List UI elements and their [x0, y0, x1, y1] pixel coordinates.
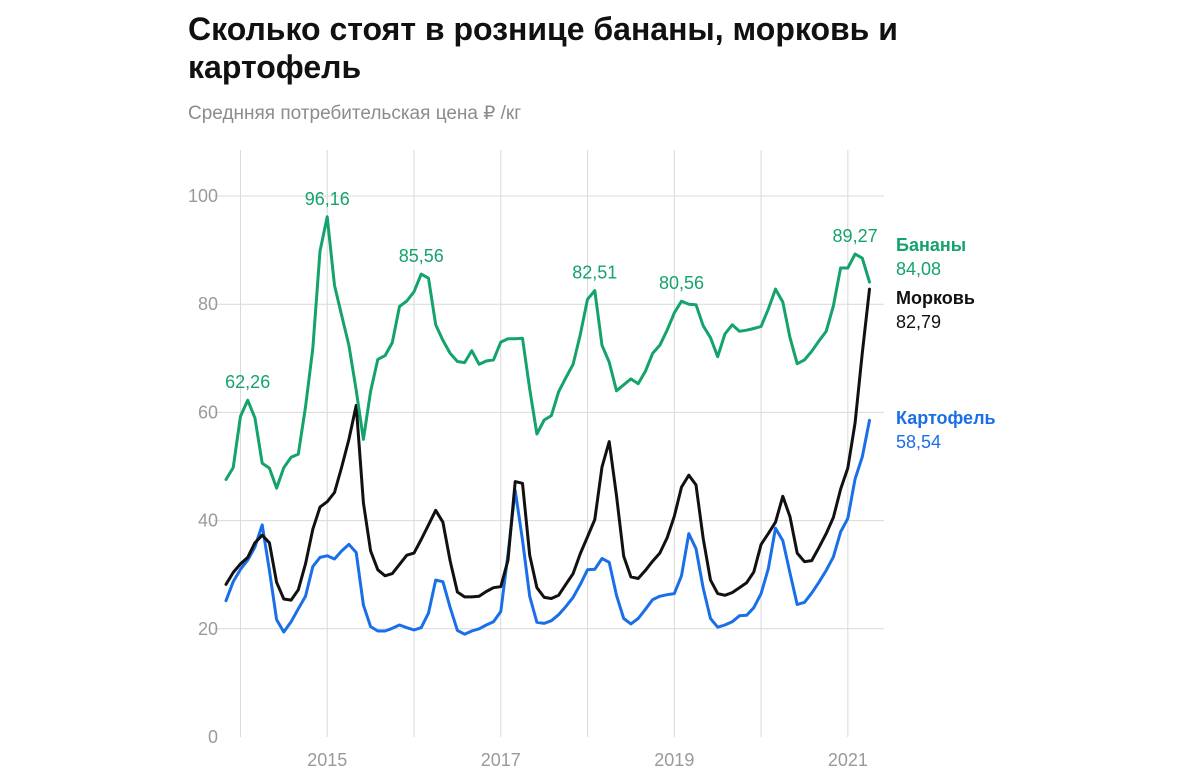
chart-title: Сколько стоят в рознице бананы, морковь …	[188, 11, 898, 85]
peak-annotations: 62,26 96,16 85,56 82,51 80,56 89,27	[225, 189, 877, 392]
bananas-peak-label: 80,56	[659, 273, 704, 293]
x-axis-ticks: 2015 2017 2019 2021	[307, 750, 868, 770]
y-tick-label: 80	[198, 294, 218, 314]
potatoes-last-value: 58,54	[896, 432, 941, 452]
bananas-peak-label: 85,56	[399, 246, 444, 266]
x-tick-label: 2017	[481, 750, 521, 770]
potatoes-line	[224, 418, 871, 636]
bananas-peak-label: 89,27	[833, 226, 878, 246]
series-lines	[224, 215, 871, 636]
y-axis-ticks: 0 20 40 60 80 100	[188, 186, 218, 747]
bananas-peak-label: 82,51	[572, 263, 617, 283]
bananas-last-value: 84,08	[896, 259, 941, 279]
bananas-peak-label: 96,16	[305, 189, 350, 209]
bananas-line	[224, 215, 871, 490]
y-tick-label: 60	[198, 402, 218, 422]
carrots-line	[224, 287, 871, 602]
x-tick-label: 2015	[307, 750, 347, 770]
series-end-labels: Бананы 84,08 Морковь 82,79 Картофель 58,54	[896, 235, 996, 452]
carrots-last-value: 82,79	[896, 312, 941, 332]
potatoes-series-name: Картофель	[896, 408, 996, 428]
y-tick-label: 20	[198, 619, 218, 639]
bananas-series-name: Бананы	[896, 235, 966, 255]
y-tick-label: 40	[198, 511, 218, 531]
x-tick-label: 2021	[828, 750, 868, 770]
y-tick-label: 0	[208, 727, 218, 747]
grid-lines	[214, 150, 884, 737]
chart-subtitle: Среднняя потребительская цена ₽ /кг	[188, 103, 522, 124]
x-tick-label: 2019	[654, 750, 694, 770]
y-tick-label: 100	[188, 186, 218, 206]
bananas-peak-label: 62,26	[225, 372, 270, 392]
carrots-series-name: Морковь	[896, 288, 975, 308]
